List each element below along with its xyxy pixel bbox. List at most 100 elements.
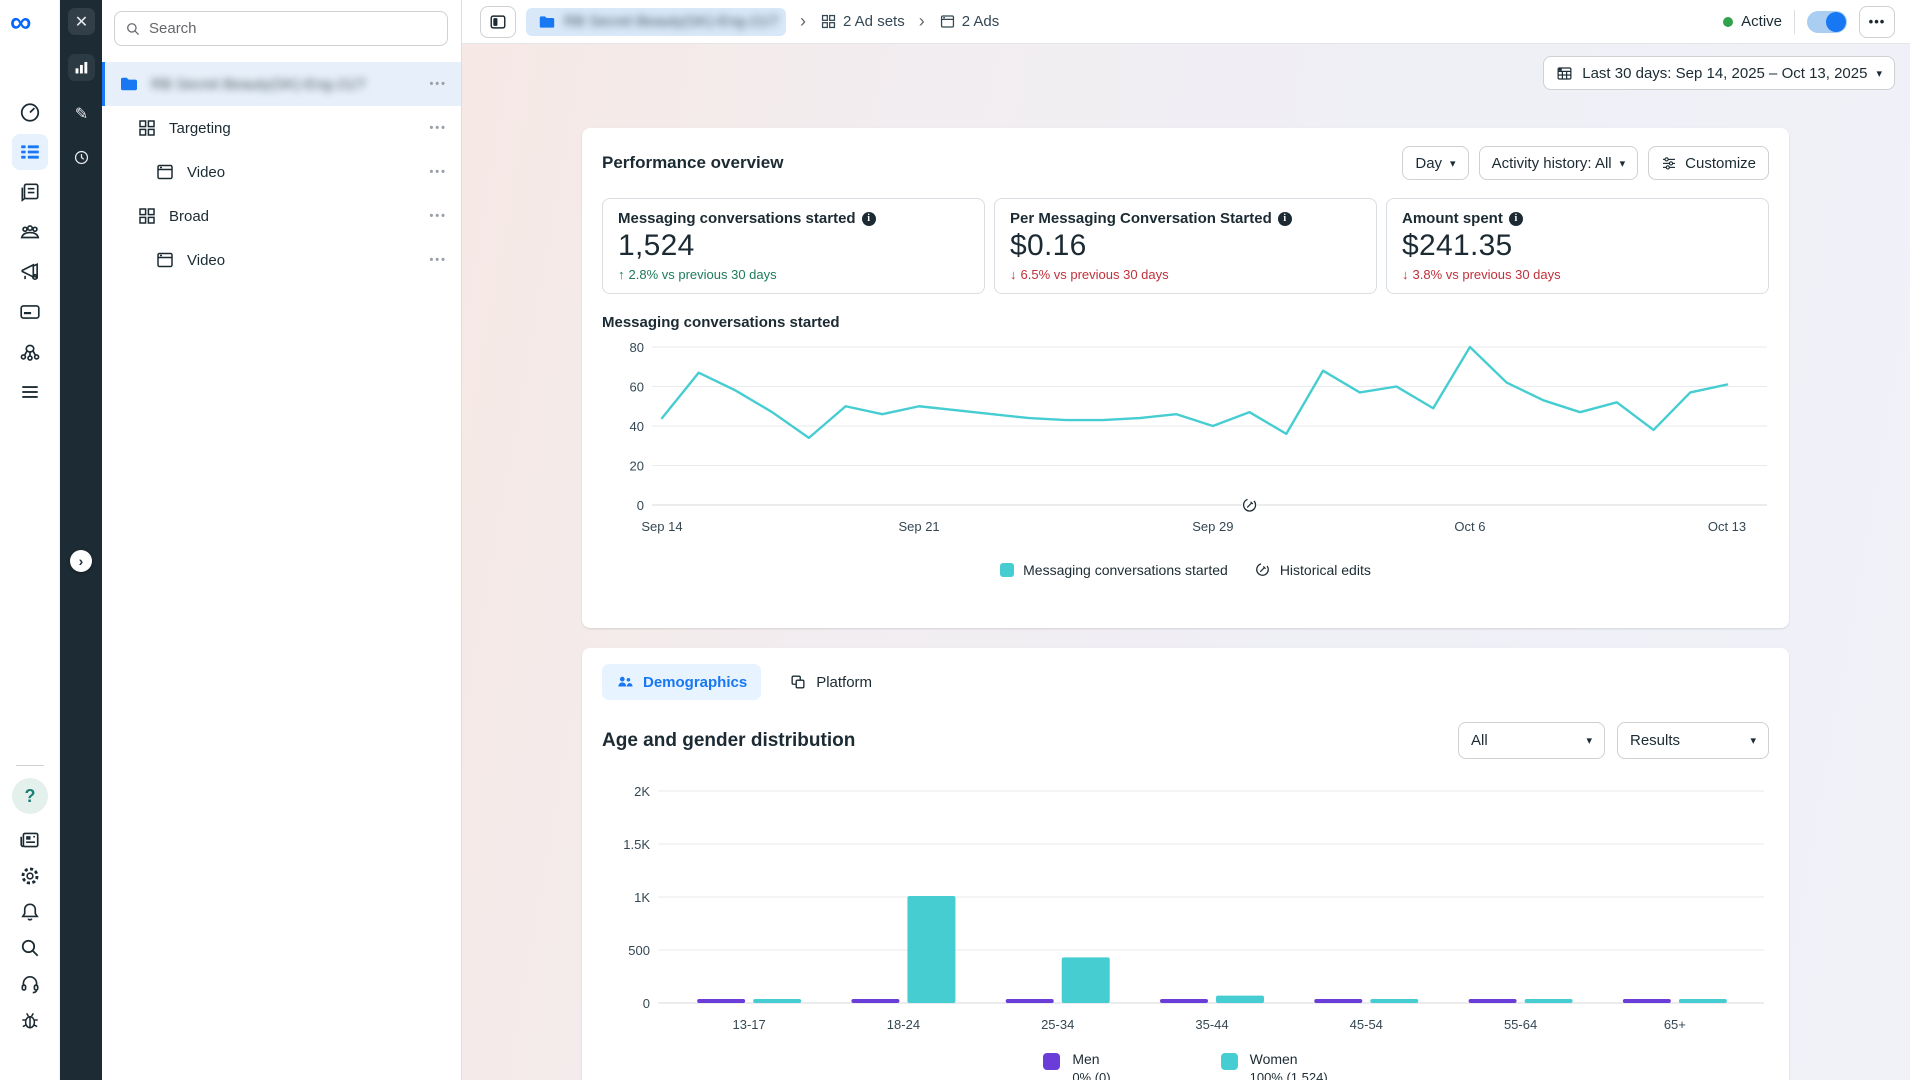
expand-panel-button[interactable]: ›: [70, 550, 92, 572]
meta-logo[interactable]: ∞: [10, 6, 32, 39]
chevron-down-icon: ▾: [1876, 67, 1882, 80]
legend-men: Men 0% (0): [1043, 1051, 1111, 1080]
chevron-down-icon: ▾: [1619, 157, 1626, 170]
legend-swatch: [1043, 1053, 1061, 1070]
campaign-name: RB Secret Beauty(SK)-Eng-21/7: [151, 75, 367, 93]
row-overflow-icon[interactable]: •••: [429, 210, 447, 222]
tree-row-campaign[interactable]: RB Secret Beauty(SK)-Eng-21/7 •••: [102, 62, 461, 106]
activity-history-select[interactable]: Activity history: All ▾: [1478, 146, 1639, 180]
platform-squares-icon: [791, 675, 805, 689]
chevron-down-icon: ▾: [1750, 735, 1756, 747]
metric-delta-text: 6.5% vs previous 30 days: [1020, 267, 1169, 282]
svg-text:80: 80: [630, 340, 644, 355]
breakdown-value: All: [1471, 732, 1488, 749]
breadcrumb-ads-label: 2 Ads: [961, 13, 1000, 30]
sidebar-toggle-button[interactable]: [480, 5, 516, 38]
svg-text:45-54: 45-54: [1350, 1017, 1383, 1032]
ad-frame-icon: [157, 252, 173, 268]
row-overflow-icon[interactable]: •••: [429, 254, 447, 266]
date-range-label: Last 30 days: Sep 14, 2025 – Oct 13, 202…: [1582, 64, 1868, 82]
svg-text:40: 40: [630, 419, 644, 434]
tree-search[interactable]: [114, 11, 448, 46]
all-tools-menu-icon[interactable]: [12, 374, 48, 410]
row-overflow-icon[interactable]: •••: [429, 166, 447, 178]
campaign-tree: RB Secret Beauty(SK)-Eng-21/7 ••• Target…: [102, 62, 461, 282]
svg-text:0: 0: [643, 996, 650, 1011]
edit-pencil-icon[interactable]: ✎: [74, 105, 89, 123]
tree-row-adset[interactable]: Broad •••: [102, 194, 461, 238]
help-icon[interactable]: ?: [12, 778, 48, 814]
metric-card-amount-spent[interactable]: Amount spent i $241.35 ↓ 3.8% vs previous …: [1386, 198, 1769, 294]
breadcrumb-adsets[interactable]: 2 Ad sets: [820, 13, 905, 30]
sliders-icon: [1663, 157, 1676, 170]
people-icon: [618, 676, 633, 687]
info-icon[interactable]: i: [1508, 211, 1523, 226]
interval-label: Day: [1415, 154, 1443, 172]
ads-reporting-icon[interactable]: [12, 174, 48, 210]
adset-grid-icon: [821, 14, 836, 29]
more-options-button[interactable]: •••: [1859, 5, 1895, 38]
tab-platform[interactable]: Platform: [775, 664, 886, 700]
metric-card-cost-per-conversation[interactable]: Per Messaging Conversation Started i $0.1…: [994, 198, 1377, 294]
row-overflow-icon[interactable]: •••: [429, 122, 447, 134]
metric-value: $241.35: [1402, 229, 1513, 262]
info-icon[interactable]: i: [1277, 211, 1292, 226]
metric-delta-text: 3.8% vs previous 30 days: [1412, 267, 1561, 282]
content-area: Last 30 days: Sep 14, 2025 – Oct 13, 202…: [462, 44, 1910, 1080]
search-global-icon[interactable]: [12, 930, 48, 966]
tab-label: Demographics: [643, 673, 748, 691]
report-bug-icon[interactable]: [12, 1002, 48, 1038]
breadcrumb-ads[interactable]: 2 Ads: [939, 13, 1000, 30]
customize-label: Customize: [1685, 154, 1756, 172]
support-headset-icon[interactable]: [12, 966, 48, 1002]
search-input[interactable]: [149, 20, 437, 37]
metric-select-value: Results: [1630, 732, 1681, 749]
audiences-icon[interactable]: [12, 214, 48, 250]
folder-icon: [539, 15, 555, 28]
arrow-down-icon: ↓: [1402, 267, 1409, 282]
legend-conversations: Messaging conversations started: [1000, 562, 1228, 578]
row-overflow-icon[interactable]: •••: [429, 78, 447, 90]
historical-edits-icon: [1255, 563, 1269, 576]
billing-card-icon[interactable]: [12, 294, 48, 330]
panel-toggle-icon: [490, 14, 506, 29]
history-clock-icon[interactable]: [68, 144, 95, 171]
svg-text:35-44: 35-44: [1195, 1017, 1228, 1032]
main-area: RB Secret Beauty(SK)-Eng-21/7 › 2 Ad set…: [462, 0, 1910, 1080]
charts-bars-icon[interactable]: [68, 54, 95, 81]
news-updates-icon[interactable]: [12, 822, 48, 858]
interval-select[interactable]: Day ▾: [1402, 146, 1469, 180]
tab-demographics[interactable]: Demographics: [602, 664, 762, 700]
legend-historical-edits: Historical edits: [1254, 561, 1371, 578]
close-icon[interactable]: ✕: [68, 8, 95, 35]
performance-overview-card: Performance overview Day ▾ Activity hist…: [582, 128, 1789, 628]
info-icon[interactable]: i: [861, 211, 876, 226]
status-badge: Active: [1723, 13, 1782, 30]
metric-card-conversations[interactable]: Messaging conversations started i 1,524 ↑…: [602, 198, 985, 294]
notifications-bell-icon[interactable]: [12, 894, 48, 930]
customize-button[interactable]: Customize: [1648, 146, 1769, 180]
date-range-button[interactable]: Last 30 days: Sep 14, 2025 – Oct 13, 202…: [1543, 56, 1895, 90]
overview-gauge-icon[interactable]: [12, 94, 48, 130]
breadcrumb-campaign[interactable]: RB Secret Beauty(SK)-Eng-21/7: [526, 7, 786, 36]
ads-megaphone-icon[interactable]: [12, 254, 48, 290]
ad-name: Video: [187, 163, 226, 181]
adset-name: Targeting: [169, 119, 231, 137]
tree-row-ad[interactable]: Video •••: [102, 150, 461, 194]
active-toggle[interactable]: [1807, 10, 1847, 33]
breakdown-select[interactable]: All ▾: [1458, 722, 1605, 759]
svg-text:13-17: 13-17: [733, 1017, 766, 1032]
tree-row-ad[interactable]: Video •••: [102, 238, 461, 282]
chevron-down-icon: ▾: [1450, 157, 1456, 170]
metric-value: 1,524: [618, 229, 695, 262]
svg-text:20: 20: [630, 459, 644, 474]
bar-chart: 0 500 1K 1.5K 2K 13-17 18-24 25-34 35-44 45-54 55-…: [623, 784, 1764, 1032]
settings-gear-icon[interactable]: [12, 858, 48, 894]
metric-select[interactable]: Results ▾: [1617, 722, 1769, 759]
business-assets-icon[interactable]: [12, 334, 48, 370]
legend-name: Women: [1249, 1051, 1298, 1067]
legend-detail: 100% (1,524): [1249, 1070, 1328, 1080]
status-dot: [1723, 16, 1734, 27]
campaigns-table-icon[interactable]: [12, 134, 48, 170]
tree-row-adset[interactable]: Targeting •••: [102, 106, 461, 150]
